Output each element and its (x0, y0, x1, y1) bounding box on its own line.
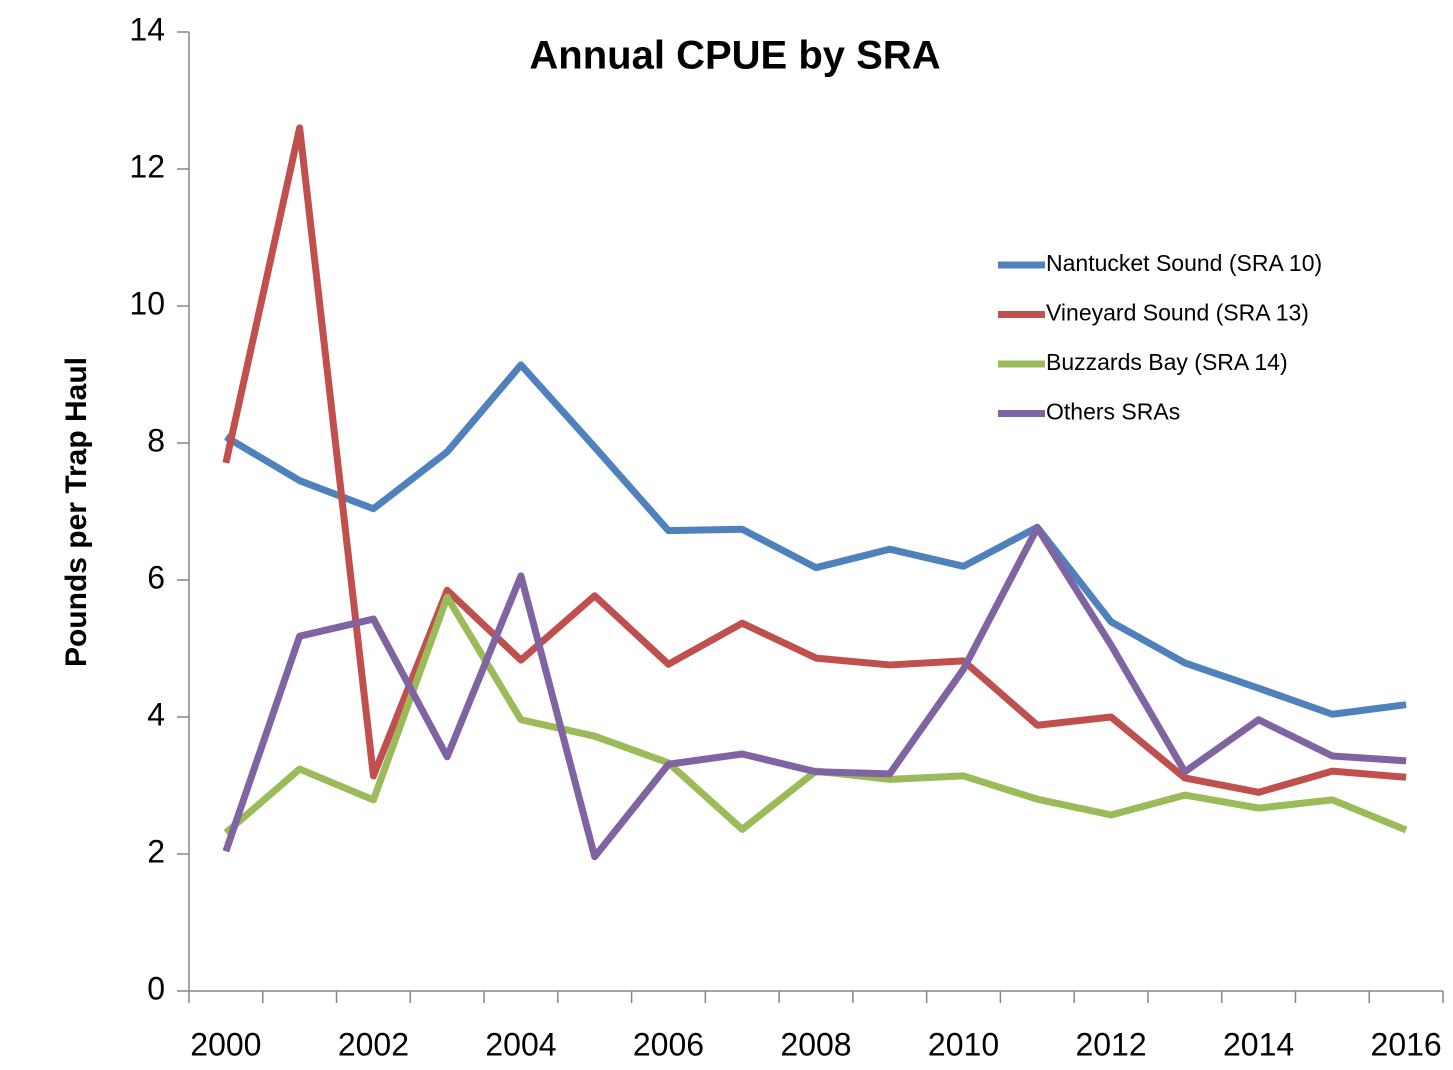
x-tick-label: 2002 (338, 1026, 409, 1062)
series-line (222, 124, 1407, 796)
legend-label: Nantucket Sound (SRA 10) (1046, 250, 1322, 276)
y-tick-label: 2 (147, 833, 165, 869)
y-tick-label: 0 (147, 970, 165, 1006)
x-tick-label: 2014 (1223, 1026, 1294, 1062)
x-tick-label: 2008 (780, 1026, 851, 1062)
y-tick-label: 6 (147, 559, 165, 595)
y-tick-label: 4 (147, 696, 165, 732)
x-tick-label: 2016 (1371, 1026, 1442, 1062)
y-axis-label: Pounds per Trap Haul (60, 357, 93, 667)
series-line (224, 361, 1407, 718)
x-tick-label: 2000 (190, 1026, 261, 1062)
y-tick-label: 8 (147, 422, 165, 458)
chart-title: Annual CPUE by SRA (529, 34, 940, 78)
x-tick-label: 2004 (485, 1026, 556, 1062)
y-tick-label: 14 (129, 11, 165, 47)
x-tick-label: 2012 (1075, 1026, 1146, 1062)
legend-label: Vineyard Sound (SRA 13) (1046, 300, 1309, 326)
series-line (222, 524, 1407, 861)
y-tick-label: 12 (129, 148, 165, 184)
x-tick-label: 2010 (928, 1026, 999, 1062)
x-tick-label: 2006 (633, 1026, 704, 1062)
legend-label: Others SRAs (1046, 399, 1180, 425)
y-tick-label: 10 (129, 285, 165, 321)
legend-label: Buzzards Bay (SRA 14) (1046, 349, 1288, 375)
series-line (223, 593, 1408, 836)
